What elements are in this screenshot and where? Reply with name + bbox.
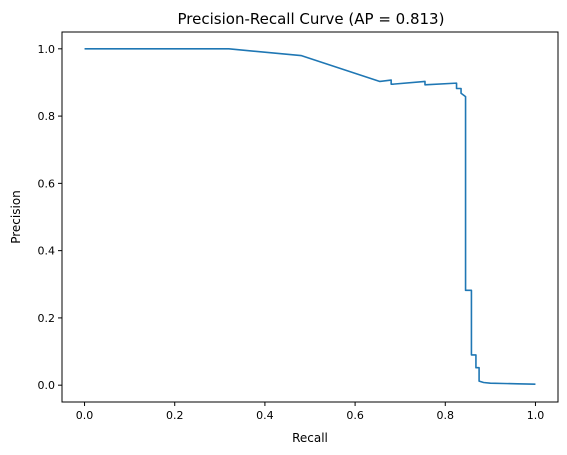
y-tick-label: 0.4 [38,245,56,258]
x-tick-label: 0.2 [166,409,184,422]
x-tick-label: 0.8 [437,409,455,422]
y-tick-label: 0.2 [38,312,56,325]
x-axis-ticks: 0.0 0.2 0.4 0.6 0.8 1.0 [76,402,544,422]
x-axis-label: Recall [292,431,328,445]
x-tick-label: 0.4 [256,409,274,422]
y-axis-label: Precision [9,190,23,244]
y-tick-label: 0.0 [38,379,56,392]
x-tick-label: 0.6 [346,409,364,422]
chart-title: Precision-Recall Curve (AP = 0.813) [178,10,445,28]
x-tick-label: 0.0 [76,409,94,422]
x-tick-label: 1.0 [527,409,545,422]
plot-area-frame [61,31,559,403]
y-axis-ticks: 0.0 0.2 0.4 0.6 0.8 1.0 [38,43,62,392]
y-tick-label: 0.6 [38,177,56,190]
precision-recall-line [84,48,536,385]
y-tick-label: 1.0 [38,43,56,56]
y-tick-label: 0.8 [38,110,56,123]
